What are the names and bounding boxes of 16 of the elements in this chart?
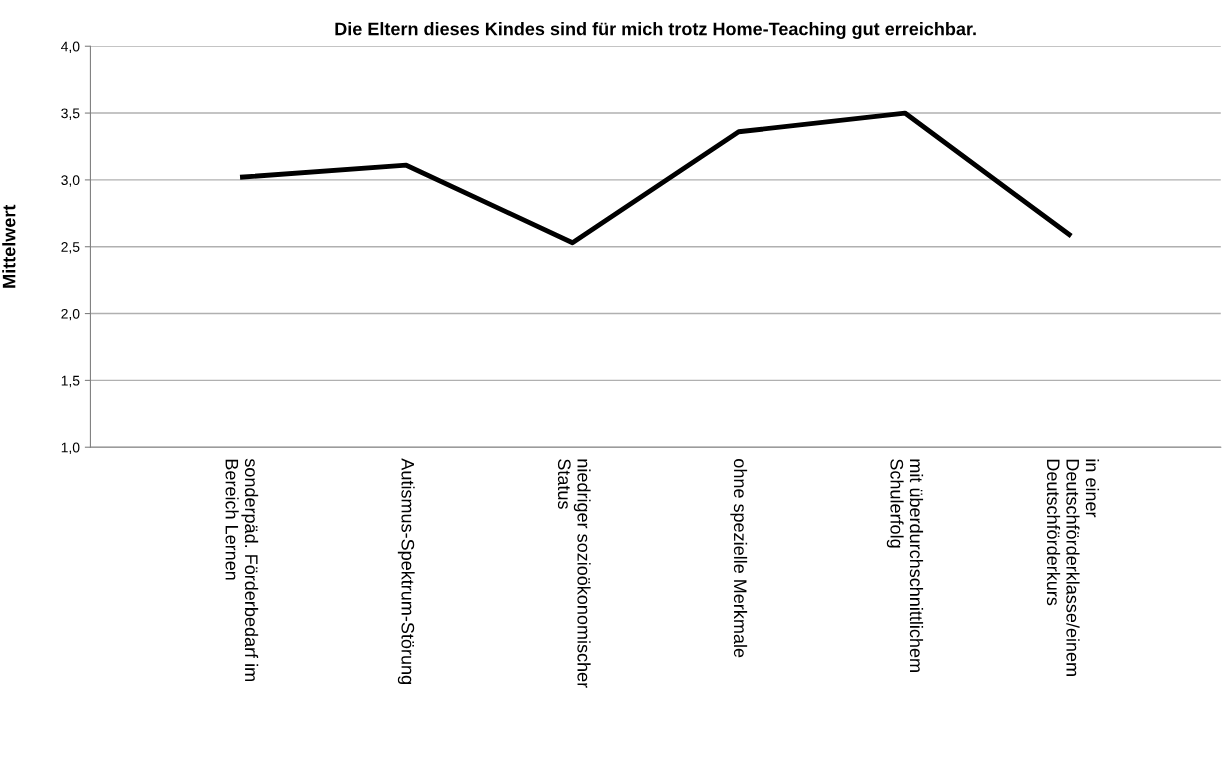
line-series bbox=[237, 110, 1074, 246]
y-tick-label: 4,0 bbox=[61, 41, 80, 54]
y-tick-label: 2,5 bbox=[61, 242, 80, 254]
y-tick-label: 3,5 bbox=[61, 108, 80, 120]
y-tick-label: 3,0 bbox=[61, 175, 80, 187]
x-tick-label: Autismus-Spektrum-Störung bbox=[397, 458, 415, 684]
chart-title: Die Eltern dieses Kindes sind für mich trotz Home-Teaching gut erreichbar. bbox=[335, 22, 976, 39]
x-tick-label: sonderpäd. Förderbedarf im Bereich Lernen bbox=[225, 458, 259, 681]
y-axis-title: Mittelwert bbox=[2, 204, 16, 288]
x-tick-label: in einer Deutschförderklasse/einem Deutschförderkurs bbox=[1046, 459, 1100, 676]
y-tick-label: 2,0 bbox=[61, 308, 80, 321]
x-tick-label: ohne spezielle Merkmale bbox=[730, 459, 748, 658]
y-tick-label: 1,0 bbox=[61, 442, 80, 455]
x-tick-label: mit überdurchschnittlichem Schulerfolg bbox=[886, 459, 924, 672]
x-tick-label: niedriger sozioökonomischer Status bbox=[557, 459, 591, 688]
y-tick-label: 1,5 bbox=[61, 375, 80, 388]
